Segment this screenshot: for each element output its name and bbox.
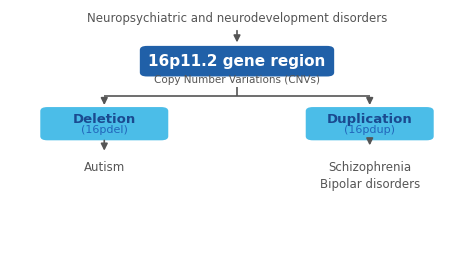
Text: Deletion: Deletion xyxy=(73,113,136,126)
FancyBboxPatch shape xyxy=(140,46,334,77)
FancyBboxPatch shape xyxy=(40,107,168,140)
Text: (16pdup): (16pdup) xyxy=(344,124,395,135)
Text: Autism: Autism xyxy=(83,161,125,174)
Text: (16pdel): (16pdel) xyxy=(81,124,128,135)
Text: Duplication: Duplication xyxy=(327,113,412,126)
Text: Neuropsychiatric and neurodevelopment disorders: Neuropsychiatric and neurodevelopment di… xyxy=(87,12,387,25)
FancyBboxPatch shape xyxy=(306,107,434,140)
Text: Schizophrenia
Bipolar disorders: Schizophrenia Bipolar disorders xyxy=(319,161,420,191)
Text: Copy Number Variations (CNVs): Copy Number Variations (CNVs) xyxy=(154,75,320,85)
Text: 16p11.2 gene region: 16p11.2 gene region xyxy=(148,54,326,69)
